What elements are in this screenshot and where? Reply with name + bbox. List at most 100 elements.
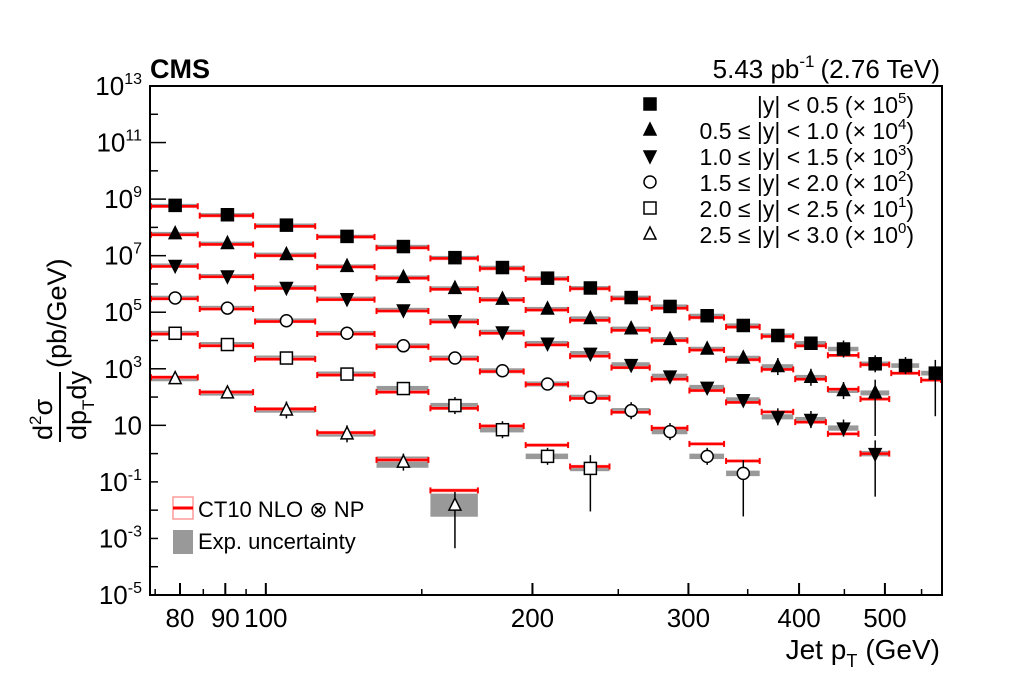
data-point [540,300,555,315]
data-point [771,328,785,343]
data-point [867,447,883,463]
legend-marker [642,225,658,240]
data-point [583,347,598,363]
legend-label-main: 1.5 ≤ |y| < 2.0 (× 10 [700,170,898,196]
data-point [770,357,786,373]
y-tick-base: 10 [99,467,128,497]
x-tick-label: 90 [211,603,240,633]
data-point [663,424,677,439]
data-point [867,384,883,399]
data-point [447,279,463,295]
data-point [583,390,598,405]
data-point [339,257,355,273]
data-point [700,449,714,464]
y-tick-exponent: 9 [133,184,142,201]
data-point [168,198,182,213]
data-point [583,309,598,325]
data-point [495,364,510,378]
data-point [736,466,751,481]
data-point [663,299,677,314]
data-point [279,351,294,365]
y-axis-unit: (pb/GeV) [42,258,72,368]
data-point [540,337,555,352]
legend-marker [643,97,657,111]
data-point [447,496,463,511]
data-point [448,351,462,365]
band-legend: CT10 NLO ⊗ NP Exp. uncertainty [172,496,364,554]
x-tick-label: 500 [863,603,906,633]
x-axis-label: Jet pT (GeV) [786,634,940,671]
data-point [624,403,638,418]
y-tick-label: 109 [104,184,142,214]
legend-label-end: ) [906,92,914,118]
data-point [540,377,555,391]
legend-label: 2.0 ≤ |y| < 2.5 (× 101) [700,194,914,222]
data-point [396,239,411,254]
legend-label-end: ) [906,222,914,248]
data-point [396,268,411,284]
y-tick-label: 1013 [95,71,142,101]
legend-label-exp: 0 [898,220,906,237]
data-point [770,411,786,426]
data-point [220,301,235,315]
legend-label-exp: 1 [898,194,906,211]
data-point [495,260,510,275]
data-point [279,245,294,261]
data-point [699,340,715,355]
data-point [220,270,235,285]
y-tick-label: 103 [104,354,142,384]
y-tick-label: 10 [113,410,142,440]
y-tick-exponent: 11 [125,128,142,145]
legend-label-main: |y| < 0.5 (× 10 [757,92,898,118]
y-tick-exponent: 3 [133,354,142,371]
data-point [928,366,943,380]
data-point [220,337,235,352]
y-tick-exponent: -5 [128,580,142,597]
data-point [168,291,182,305]
y-tick-exponent: 7 [133,241,142,258]
data-point [583,281,598,295]
data-point [220,207,235,222]
y-tick-base: 10 [99,580,128,610]
legend-label-exp: 4 [898,116,906,133]
exp-legend-swatch [173,530,193,554]
data-point [495,326,510,341]
data-point [339,425,355,440]
theory-legend-label: CT10 NLO ⊗ NP [198,497,364,522]
data-point [736,318,751,333]
data-point [396,304,411,319]
legend-marker [642,121,658,136]
data-point [279,218,294,232]
data-point [448,250,462,265]
data-point [220,384,235,399]
data-point [396,381,411,396]
legend-label-end: ) [906,170,914,196]
data-point [279,281,294,297]
data-point [396,339,411,353]
data-point [167,224,183,240]
legend-label-exp: 2 [898,168,906,185]
y-tick-base: 10 [96,128,125,158]
y-tick-exponent: 5 [133,297,142,314]
y-tick-base: 10 [104,241,133,271]
data-point [623,320,639,335]
y-tick-exponent: 13 [124,71,142,88]
data-point [623,358,639,374]
legend-marker [643,201,657,215]
data-point [836,422,851,437]
data-point [624,290,638,305]
legend-marker [642,150,658,165]
data-point [804,336,818,350]
data-point [803,413,819,429]
data-point [279,401,294,416]
y-tick-base: 10 [104,354,133,384]
data-point [540,449,555,464]
data-point [396,453,411,468]
data-point [699,381,715,397]
error-bars [285,340,937,549]
data-point [340,326,354,341]
legend-label: 2.5 ≤ |y| < 3.0 (× 100) [700,220,914,248]
legend-label-main: 2.5 ≤ |y| < 3.0 (× 10 [700,222,898,248]
lumi-label: 5.43 pb-1 (2.76 TeV) [713,52,940,84]
data-point [583,461,598,476]
